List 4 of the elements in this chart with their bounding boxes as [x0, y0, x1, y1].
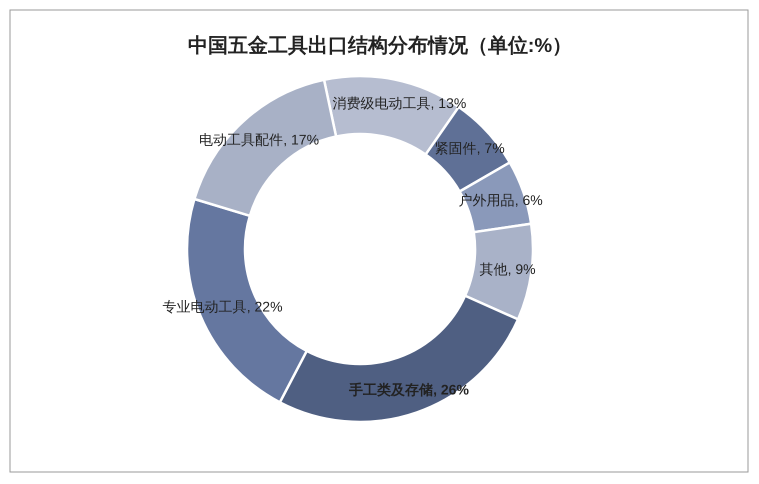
slice-label: 电动工具配件, 17% — [199, 131, 320, 148]
slice-label: 其他, 9% — [480, 261, 536, 278]
slice-label: 消费级电动工具, 13% — [332, 94, 466, 111]
chart-title: 中国五金工具出口结构分布情况（单位:%） — [188, 34, 572, 57]
